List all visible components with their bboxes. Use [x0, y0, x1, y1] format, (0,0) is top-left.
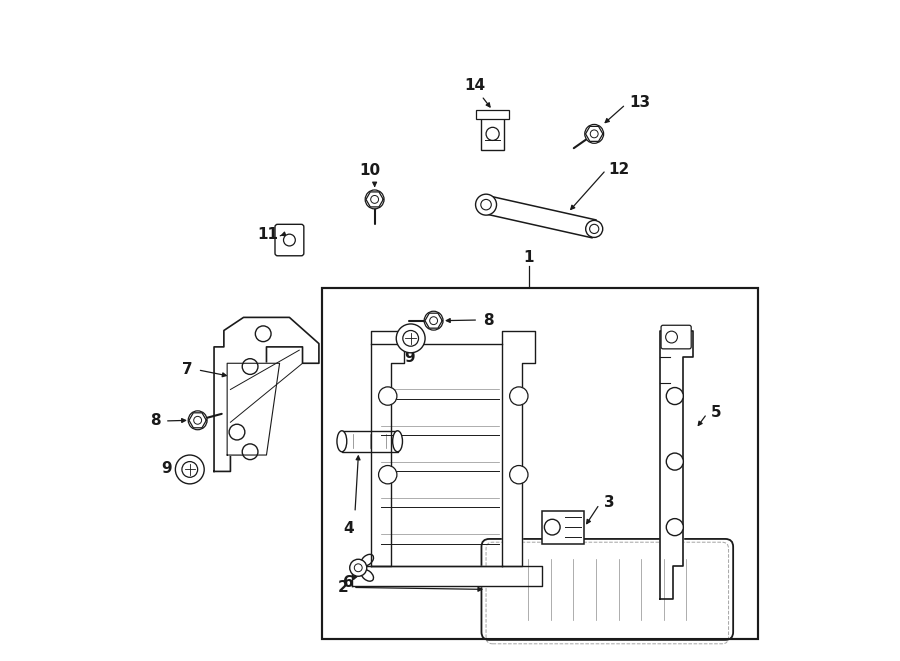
Bar [342, 431, 398, 451]
Text: 4: 4 [343, 521, 354, 536]
Polygon shape [660, 330, 692, 600]
Circle shape [256, 326, 271, 342]
Text: 1: 1 [524, 250, 534, 265]
Circle shape [194, 416, 202, 424]
Circle shape [371, 196, 379, 204]
Circle shape [666, 519, 683, 535]
Circle shape [396, 324, 425, 353]
Polygon shape [366, 192, 383, 207]
Circle shape [284, 234, 295, 246]
FancyBboxPatch shape [482, 539, 733, 640]
Text: 5: 5 [711, 405, 722, 420]
Text: 14: 14 [464, 78, 485, 93]
Circle shape [403, 330, 418, 346]
Circle shape [586, 220, 603, 237]
Circle shape [509, 387, 528, 405]
Text: 3: 3 [604, 495, 615, 510]
Polygon shape [189, 413, 206, 428]
Circle shape [666, 331, 678, 343]
Text: 6: 6 [343, 575, 354, 590]
Text: 2: 2 [338, 580, 348, 595]
Text: 7: 7 [182, 362, 193, 377]
Polygon shape [484, 196, 596, 238]
Circle shape [379, 465, 397, 484]
Bar [542, 511, 584, 543]
Polygon shape [227, 364, 280, 455]
Circle shape [509, 465, 528, 484]
Polygon shape [372, 330, 404, 566]
Circle shape [242, 359, 258, 374]
Circle shape [365, 190, 384, 209]
Polygon shape [586, 126, 603, 141]
Circle shape [429, 317, 437, 325]
Text: 8: 8 [149, 413, 160, 428]
Circle shape [544, 520, 560, 535]
Circle shape [585, 124, 604, 143]
Text: 10: 10 [359, 163, 381, 178]
Text: 13: 13 [629, 95, 650, 110]
Polygon shape [352, 566, 542, 586]
Polygon shape [214, 317, 319, 471]
Bar [322, 288, 758, 639]
Circle shape [424, 311, 443, 330]
Circle shape [590, 224, 598, 233]
Bar [481, 118, 504, 150]
FancyBboxPatch shape [662, 325, 691, 349]
Polygon shape [352, 330, 555, 593]
Circle shape [355, 564, 362, 572]
Text: 11: 11 [257, 227, 278, 243]
Text: 8: 8 [482, 313, 493, 327]
Circle shape [475, 194, 497, 215]
FancyBboxPatch shape [275, 224, 304, 256]
Polygon shape [502, 330, 536, 566]
Bar [322, 288, 758, 639]
Ellipse shape [392, 431, 402, 451]
Circle shape [230, 424, 245, 440]
Polygon shape [425, 313, 442, 328]
Circle shape [486, 128, 500, 140]
Circle shape [379, 387, 397, 405]
Circle shape [182, 461, 198, 477]
Circle shape [666, 453, 683, 470]
Circle shape [590, 130, 598, 137]
Circle shape [350, 559, 367, 576]
Circle shape [666, 387, 683, 405]
Text: 9: 9 [404, 350, 415, 365]
Circle shape [188, 411, 207, 430]
Bar [476, 110, 509, 120]
Text: 9: 9 [161, 461, 171, 476]
Circle shape [481, 200, 491, 210]
Ellipse shape [361, 555, 374, 566]
Ellipse shape [337, 431, 347, 451]
Text: 12: 12 [608, 162, 630, 176]
Ellipse shape [361, 570, 374, 581]
Circle shape [176, 455, 204, 484]
Circle shape [242, 444, 258, 459]
